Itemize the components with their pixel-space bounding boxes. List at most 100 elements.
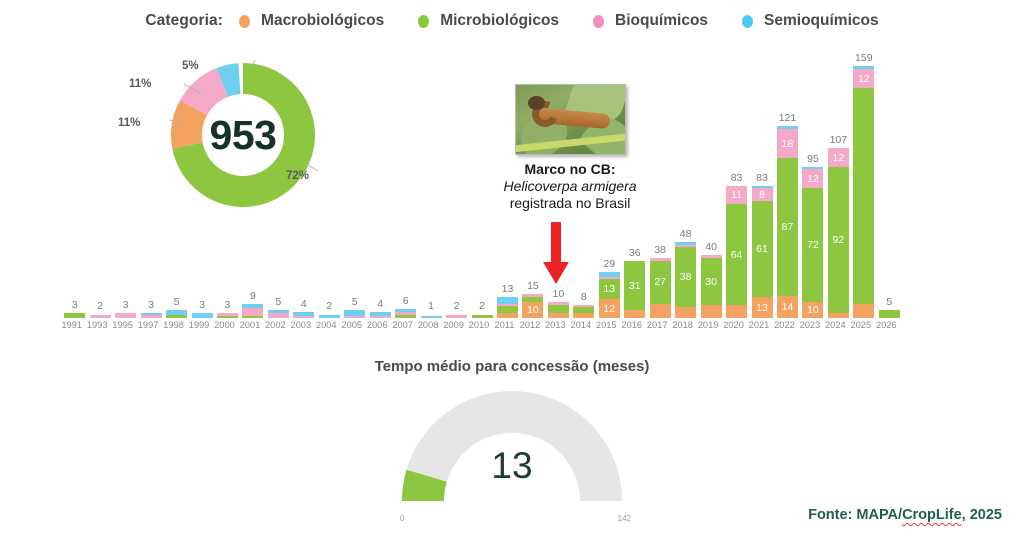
bar-segment-macrobiológicos[interactable]	[675, 306, 697, 318]
bar-segment-microbiológicos[interactable]: 30	[700, 257, 722, 306]
bar-segment-macrobiológicos[interactable]	[726, 305, 748, 318]
bar-segment-semioquímicos[interactable]	[191, 313, 213, 318]
bar-segment-microbiológicos[interactable]	[216, 316, 238, 318]
bar-segment-microbiológicos[interactable]: 38	[675, 247, 697, 307]
bar-segment-microbiológicos[interactable]	[496, 305, 518, 314]
bar-column[interactable]: 83 64 11	[726, 172, 748, 318]
bar-column[interactable]: 3	[140, 299, 162, 318]
bar-segment-macrobiológicos[interactable]	[547, 313, 569, 318]
bar-segment-microbiológicos[interactable]: 72	[802, 188, 824, 303]
bar-segment-bioquímicos[interactable]	[216, 313, 238, 317]
bar-segment-microbiológicos[interactable]	[166, 314, 188, 318]
bar-column[interactable]: 3	[216, 299, 238, 318]
legend-item-semioquimicos[interactable]: Semioquímicos	[742, 12, 879, 30]
bar-segment-semioquímicos[interactable]	[166, 310, 188, 315]
bar-segment-bioquímicos[interactable]	[344, 316, 366, 318]
legend-item-bioquimicos[interactable]: Bioquímicos	[593, 12, 708, 30]
bar-column[interactable]: 121 14 87 18	[776, 112, 798, 318]
bar-segment-bioquímicos[interactable]: 18	[776, 129, 798, 158]
bar-segment-macrobiológicos[interactable]: 10	[802, 302, 824, 318]
bar-column[interactable]: 48 38	[675, 228, 697, 318]
bar-segment-macrobiológicos[interactable]	[649, 303, 671, 318]
bar-segment-microbiológicos[interactable]	[547, 305, 569, 314]
bar-segment-microbiológicos[interactable]	[471, 314, 493, 318]
bar-segment-bioquímicos[interactable]	[547, 302, 569, 306]
bar-segment-macrobiológicos[interactable]: 10	[522, 302, 544, 318]
bar-column[interactable]: 4	[369, 298, 391, 318]
bar-segment-bioquímicos[interactable]	[242, 308, 264, 317]
donut-slice-microbiológicos[interactable]	[172, 63, 315, 207]
bar-column[interactable]: 5	[344, 296, 366, 318]
bar-segment-microbiológicos[interactable]	[64, 313, 86, 318]
bar-segment-bioquímicos[interactable]	[395, 311, 417, 315]
bar-column[interactable]: 2	[471, 300, 493, 318]
bar-segment-semioquímicos[interactable]	[598, 272, 620, 277]
legend-item-macrobiologicos[interactable]: Macrobiológicos	[239, 12, 384, 30]
bar-segment-bioquímicos[interactable]	[675, 245, 697, 248]
bar-column[interactable]: 40 30	[700, 241, 722, 318]
bar-segment-microbiológicos[interactable]	[878, 310, 900, 318]
bar-segment-semioquímicos[interactable]	[293, 311, 315, 317]
bar-column[interactable]: 5	[878, 296, 900, 318]
bar-segment-semioquímicos[interactable]	[420, 316, 442, 318]
bar-segment-bioquímicos[interactable]	[267, 313, 289, 318]
bar-column[interactable]: 15 10	[522, 280, 544, 318]
bar-column[interactable]: 9	[242, 290, 264, 318]
bar-segment-microbiológicos[interactable]: 27	[649, 260, 671, 304]
bar-column[interactable]: 10	[547, 288, 569, 318]
bar-column[interactable]: 95 10 72 12	[802, 153, 824, 318]
bar-segment-bioquímicos[interactable]: 8	[751, 188, 773, 202]
bar-segment-microbiológicos[interactable]: 92	[827, 167, 849, 314]
bar-segment-bioquímicos[interactable]	[522, 294, 544, 298]
bar-segment-microbiológicos[interactable]: 87	[776, 157, 798, 296]
bar-column[interactable]: 38 27	[649, 244, 671, 318]
bar-segment-semioquímicos[interactable]	[751, 186, 773, 189]
bar-segment-macrobiológicos[interactable]: 12	[598, 299, 620, 318]
bar-segment-bioquímicos[interactable]	[293, 316, 315, 318]
bar-segment-semioquímicos[interactable]	[675, 241, 697, 246]
bar-segment-bioquímicos[interactable]: 12	[802, 169, 824, 189]
bar-segment-semioquímicos[interactable]	[395, 308, 417, 312]
bar-segment-bioquímicos[interactable]	[446, 314, 468, 318]
bar-segment-bioquímicos[interactable]	[700, 254, 722, 258]
bar-column[interactable]: 3	[115, 299, 137, 318]
bar-segment-bioquímicos[interactable]: 12	[853, 69, 875, 89]
bar-column[interactable]: 5	[166, 296, 188, 318]
bar-segment-bioquímicos[interactable]	[496, 303, 518, 306]
bar-column[interactable]: 2	[89, 300, 111, 318]
bar-column[interactable]: 13	[496, 283, 518, 318]
bar-segment-macrobiológicos[interactable]: 13	[751, 297, 773, 318]
bar-segment-bioquímicos[interactable]	[89, 314, 111, 318]
bar-segment-macrobiológicos[interactable]	[496, 313, 518, 318]
bar-column[interactable]: 159 12	[853, 52, 875, 318]
bar-column[interactable]: 6	[395, 295, 417, 318]
bar-segment-bioquímicos[interactable]	[649, 257, 671, 261]
bar-segment-bioquímicos[interactable]	[598, 276, 620, 279]
bar-segment-bioquímicos[interactable]	[573, 305, 595, 308]
bar-column[interactable]: 2	[318, 300, 340, 318]
bar-segment-macrobiológicos[interactable]	[700, 305, 722, 318]
bar-column[interactable]: 29 12 13	[598, 258, 620, 318]
bar-segment-semioquímicos[interactable]	[267, 310, 289, 314]
bar-column[interactable]: 4	[293, 298, 315, 318]
bar-segment-microbiológicos[interactable]	[573, 307, 595, 314]
donut-slice-macrobiológicos[interactable]	[171, 100, 208, 149]
bar-segment-macrobiológicos[interactable]	[853, 303, 875, 318]
bar-segment-semioquímicos[interactable]	[318, 314, 340, 318]
bar-column[interactable]: 3	[64, 299, 86, 318]
donut-slice-bioquímicos[interactable]	[179, 68, 228, 116]
bar-column[interactable]: 3	[191, 299, 213, 318]
bar-segment-macrobiológicos[interactable]: 14	[776, 295, 798, 318]
bar-segment-bioquímicos[interactable]	[140, 315, 162, 318]
bar-segment-microbiológicos[interactable]	[853, 88, 875, 304]
bar-column[interactable]: 36 31	[624, 247, 646, 318]
bar-segment-microbiológicos[interactable]: 31	[624, 260, 646, 311]
bar-segment-semioquímicos[interactable]	[776, 126, 798, 130]
bar-segment-semioquímicos[interactable]	[140, 313, 162, 316]
bar-column[interactable]: 2	[446, 300, 468, 318]
bar-segment-semioquímicos[interactable]	[802, 167, 824, 170]
bar-segment-semioquímicos[interactable]	[242, 303, 264, 309]
bar-segment-semioquímicos[interactable]	[344, 310, 366, 317]
bar-segment-semioquímicos[interactable]	[369, 311, 391, 317]
bar-segment-microbiológicos[interactable]: 13	[598, 278, 620, 300]
